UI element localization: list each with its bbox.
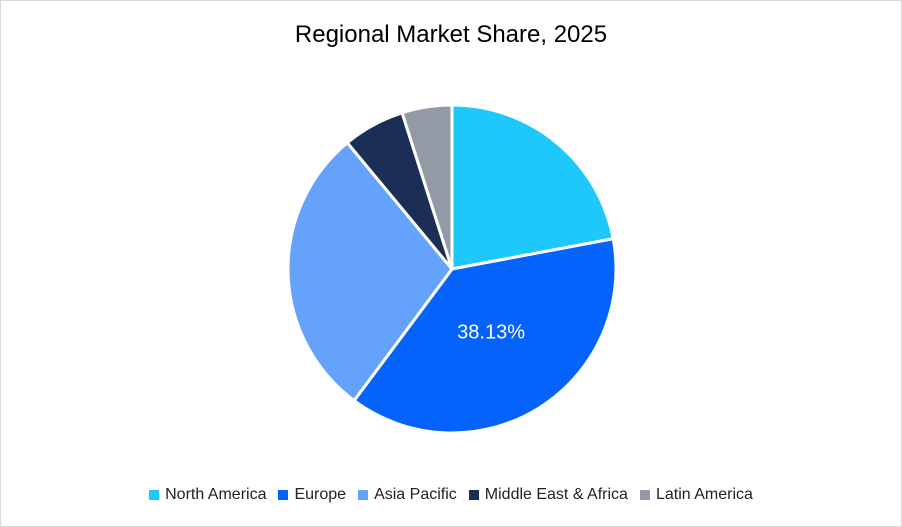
pie-slice-north-america xyxy=(450,103,615,271)
legend-label: Latin America xyxy=(655,486,753,503)
legend-swatch xyxy=(358,490,369,500)
pie-slice-asia-pacific xyxy=(286,140,454,403)
legend-swatch xyxy=(639,490,650,500)
legend-label: Asia Pacific xyxy=(374,486,457,503)
legend-item: Latin America xyxy=(639,486,753,504)
legend-item: Asia Pacific xyxy=(358,486,457,504)
legend-swatch xyxy=(468,490,479,500)
pie-slice-latin-america xyxy=(400,103,454,270)
pie-slice-europe xyxy=(352,237,618,435)
legend-label: Middle East & Africa xyxy=(484,486,628,503)
legend-item: Middle East & Africa xyxy=(468,486,628,504)
legend: North America Europe Asia Pacific Middle Ea… xyxy=(1,486,901,504)
legend-label: Europe xyxy=(294,486,347,503)
legend-item: North America xyxy=(149,486,266,504)
chart-title: Regional Market Share, 2025 xyxy=(294,21,608,48)
legend-swatch xyxy=(149,490,160,500)
legend-item: Europe xyxy=(278,486,346,504)
legend-label: North America xyxy=(165,486,267,503)
data-label: 38.13% xyxy=(457,322,525,344)
legend-swatch xyxy=(278,490,289,500)
